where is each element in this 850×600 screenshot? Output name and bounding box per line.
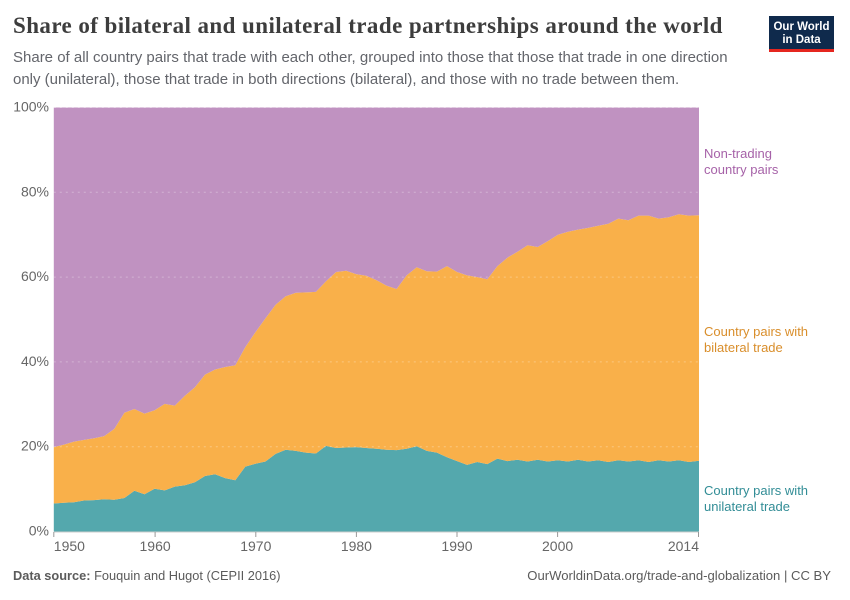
svg-text:0%: 0%	[29, 523, 49, 539]
svg-text:1960: 1960	[140, 538, 171, 554]
svg-text:2000: 2000	[542, 538, 573, 554]
svg-text:1990: 1990	[441, 538, 472, 554]
svg-text:1950: 1950	[54, 538, 85, 554]
svg-text:80%: 80%	[21, 183, 49, 199]
svg-text:1970: 1970	[240, 538, 271, 554]
svg-text:20%: 20%	[21, 438, 49, 454]
svg-text:60%: 60%	[21, 268, 49, 284]
svg-text:2014: 2014	[668, 538, 699, 554]
svg-text:40%: 40%	[21, 353, 49, 369]
svg-text:100%: 100%	[13, 99, 49, 115]
svg-text:1980: 1980	[341, 538, 372, 554]
